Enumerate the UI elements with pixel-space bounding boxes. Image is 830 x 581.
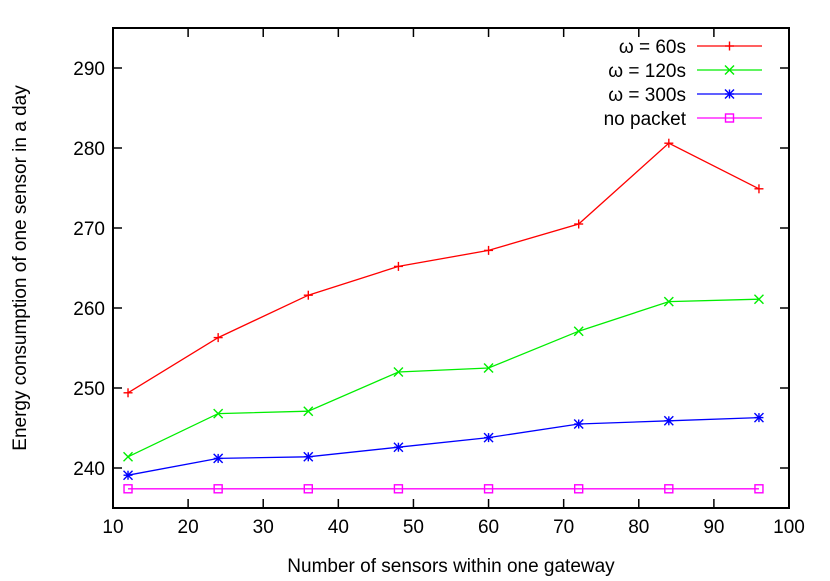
- series-2: [123, 294, 764, 462]
- data-point: [574, 219, 584, 229]
- x-tick-label: 80: [628, 517, 649, 538]
- data-point: [303, 290, 313, 300]
- data-point: [664, 484, 674, 494]
- data-point: [213, 333, 223, 343]
- data-point: [393, 367, 404, 377]
- legend-marker: [724, 89, 735, 99]
- x-tick-label: 20: [178, 517, 199, 538]
- series-line: [127, 298, 759, 458]
- y-tick-label: 260: [73, 299, 105, 320]
- data-point: [213, 484, 223, 494]
- x-tick-label: 70: [553, 517, 574, 538]
- data-point: [754, 184, 764, 194]
- x-tick-label: 100: [773, 517, 805, 538]
- data-point: [303, 451, 314, 462]
- legend-label: no packet: [604, 109, 687, 130]
- x-tick-label: 60: [478, 517, 499, 538]
- y-tick-label: 270: [73, 219, 105, 240]
- data-point: [754, 484, 764, 494]
- data-point: [213, 408, 224, 419]
- data-point: [303, 406, 314, 417]
- data-point: [123, 451, 134, 462]
- legend-item: no packet: [604, 109, 762, 130]
- legend-marker: [725, 41, 734, 51]
- data-point: [393, 484, 404, 494]
- x-tick-label: 10: [102, 517, 123, 538]
- x-axis-title: Number of sensors within one gateway: [287, 556, 615, 577]
- series-line: [127, 142, 760, 394]
- x-tick-label: 30: [253, 517, 274, 538]
- y-tick-label: 240: [73, 459, 105, 480]
- legend-item: ω = 60s: [619, 37, 762, 58]
- data-point: [123, 470, 134, 481]
- data-point: [483, 432, 494, 443]
- legend-label: ω = 300s: [608, 85, 686, 106]
- legend-label: ω = 60s: [619, 37, 686, 58]
- data-point: [573, 484, 584, 494]
- data-point: [483, 363, 494, 373]
- data-point: [484, 245, 494, 255]
- legend-item: ω = 120s: [608, 61, 762, 82]
- x-tick-label: 50: [403, 517, 424, 538]
- data-point: [393, 442, 404, 453]
- data-point: [213, 453, 224, 464]
- series-line: [127, 416, 759, 476]
- plot-frame: [112, 27, 790, 509]
- data-point: [123, 484, 133, 494]
- y-tick-label: 280: [73, 139, 105, 160]
- data-point: [573, 326, 584, 337]
- legend: ω = 60s ω = 120s ω = 300s no packet: [604, 37, 762, 130]
- series-3: [123, 412, 764, 481]
- data-point: [483, 484, 494, 494]
- data-point: [123, 388, 133, 398]
- legend-marker: [724, 113, 735, 123]
- y-tick-label: 290: [73, 59, 105, 80]
- axis-ticks: 10 20 30 40 50 60 70 80 90 100 240 250 260 270 280 290: [73, 28, 805, 538]
- legend-label: ω = 120s: [608, 61, 686, 82]
- data-point: [664, 138, 674, 148]
- data-point: [573, 419, 584, 429]
- data-point: [393, 261, 403, 271]
- y-axis-title: Energy consumption of one sensor in a da…: [10, 85, 31, 451]
- data-point: [663, 296, 674, 307]
- x-tick-label: 90: [703, 517, 724, 538]
- legend-item: ω = 300s: [608, 85, 762, 106]
- series-4: [123, 484, 764, 494]
- data-point: [753, 412, 764, 423]
- data-point: [753, 294, 764, 305]
- x-tick-label: 40: [328, 517, 349, 538]
- data-point: [663, 415, 674, 426]
- data-point: [303, 484, 313, 494]
- y-tick-label: 250: [73, 379, 105, 400]
- legend-marker: [724, 65, 735, 75]
- series-1: [123, 138, 764, 398]
- series-layer: [123, 138, 764, 494]
